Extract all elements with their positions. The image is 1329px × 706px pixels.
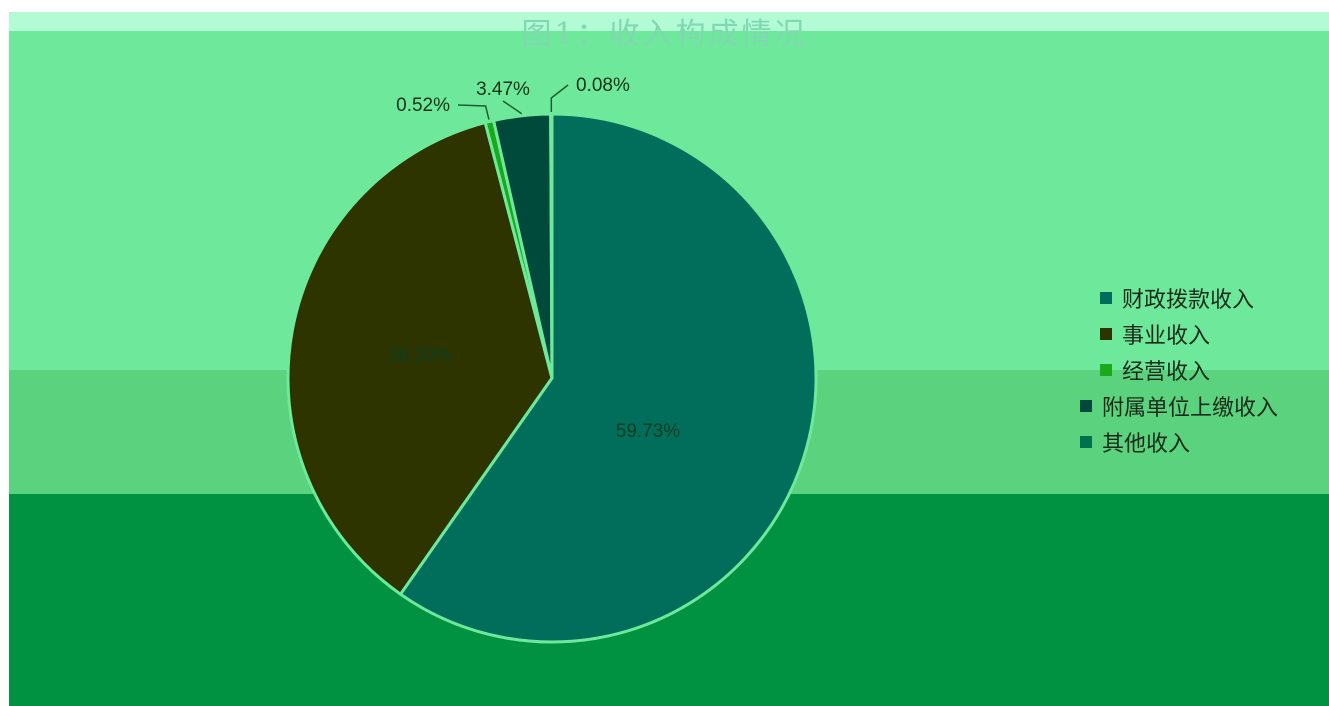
legend-swatch [1100, 364, 1112, 376]
legend-label: 附属单位上缴收入 [1102, 396, 1279, 421]
data-label-5: 0.08% [576, 75, 630, 96]
legend-label: 其他收入 [1102, 432, 1191, 457]
legend-item-3: 经营收入 [1100, 352, 1298, 388]
legend-item-4: 附属单位上缴收入 [1080, 388, 1278, 424]
legend-label: 经营收入 [1122, 360, 1211, 385]
leader-line-4 [502, 100, 523, 115]
legend-swatch [1100, 292, 1112, 304]
legend-swatch [1080, 436, 1092, 448]
leader-line-3 [457, 104, 490, 120]
legend-item-5: 其他收入 [1080, 424, 1278, 460]
data-label-3: 0.52% [396, 95, 450, 116]
data-label-4: 3.47% [476, 79, 530, 100]
data-label-1: 59.73% [616, 421, 681, 442]
legend-label: 事业收入 [1122, 324, 1211, 349]
legend-item-2: 事业收入 [1100, 316, 1298, 352]
chart-title: 图1：收入构成情况 [521, 17, 808, 52]
data-label-2: 36.20% [388, 345, 453, 366]
background-band-top [9, 12, 1329, 32]
pie-slice-1 [398, 112, 818, 644]
pie-slice-2 [286, 120, 554, 597]
legend-item-1: 财政拨款收入 [1100, 280, 1298, 316]
leader-line-5 [550, 84, 569, 113]
pie-slice-5 [549, 112, 554, 379]
legend-swatch [1080, 400, 1092, 412]
legend-label: 财政拨款收入 [1122, 288, 1255, 313]
legend-swatch [1100, 328, 1112, 340]
chart-legend: 财政拨款收入 事业收入经营收入附属单位上缴收入 其他收入 [1080, 280, 1278, 460]
